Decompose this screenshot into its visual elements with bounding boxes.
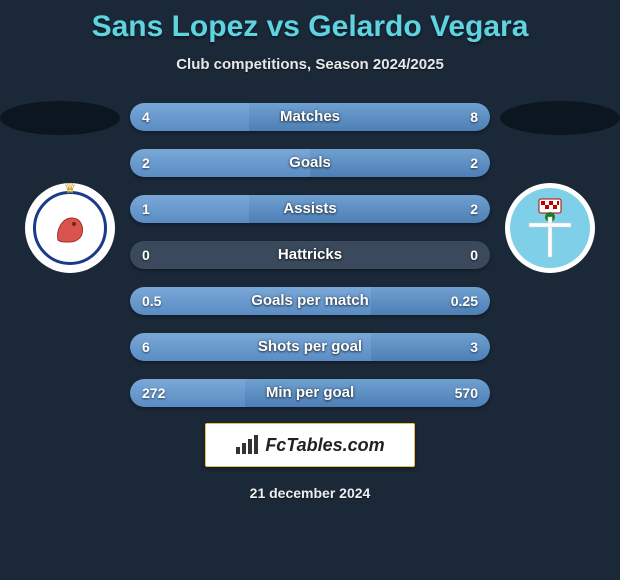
lion-icon	[48, 206, 92, 250]
stat-label: Assists	[130, 195, 490, 223]
stat-label: Hattricks	[130, 241, 490, 269]
stat-label: Matches	[130, 103, 490, 131]
brand-text: FcTables.com	[265, 435, 384, 456]
stat-label: Shots per goal	[130, 333, 490, 361]
page-title: Sans Lopez vs Gelardo Vegara	[0, 0, 620, 44]
stat-row: 0.50.25Goals per match	[130, 287, 490, 315]
brand-badge[interactable]: FcTables.com	[205, 423, 415, 467]
comparison-panel: ♛ 48Matches 22Goals 12Assists 00Hattricks 0.…	[0, 93, 620, 423]
stat-label: Min per goal	[130, 379, 490, 407]
bar-chart-icon	[235, 435, 259, 455]
stat-row: 63Shots per goal	[130, 333, 490, 361]
stat-row: 272570Min per goal	[130, 379, 490, 407]
stat-row: 22Goals	[130, 149, 490, 177]
stat-row: 12Assists	[130, 195, 490, 223]
stat-bars: 48Matches 22Goals 12Assists 00Hattricks 0.50…	[130, 103, 490, 425]
player-shadow-right	[500, 101, 620, 135]
cross-shield-icon	[515, 193, 585, 263]
club-crest-right	[505, 183, 595, 273]
stat-row: 48Matches	[130, 103, 490, 131]
stat-label: Goals per match	[130, 287, 490, 315]
stat-label: Goals	[130, 149, 490, 177]
date-label: 21 december 2024	[0, 485, 620, 501]
stat-row: 00Hattricks	[130, 241, 490, 269]
club-crest-left: ♛	[25, 183, 115, 273]
crown-icon: ♛	[64, 180, 77, 197]
subtitle: Club competitions, Season 2024/2025	[0, 56, 620, 73]
player-shadow-left	[0, 101, 120, 135]
